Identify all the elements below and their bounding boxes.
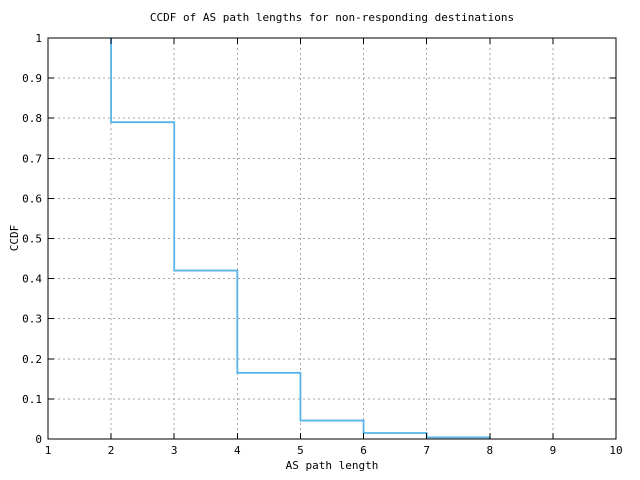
chart-title: CCDF of AS path lengths for non-respondi…: [149, 11, 515, 24]
x-tick-label: 3: [171, 444, 178, 457]
y-tick-label: 0.3: [22, 313, 42, 326]
y-tick-label: 0.1: [22, 393, 42, 406]
y-tick-label: 0.8: [22, 112, 42, 125]
x-tick-label: 8: [486, 444, 493, 457]
y-tick-label: 0.7: [22, 152, 42, 165]
x-axis-title: AS path length: [285, 459, 379, 472]
x-tick-label: 5: [297, 444, 304, 457]
y-tick-label: 0.9: [22, 72, 42, 85]
x-tick-label: 10: [609, 444, 622, 457]
x-tick-label: 7: [423, 444, 430, 457]
x-tick-label: 9: [550, 444, 557, 457]
y-tick-label: 0.4: [22, 273, 42, 286]
y-tick-label: 0: [35, 433, 42, 446]
y-tick-label: 0.5: [22, 233, 42, 246]
x-tick-label: 4: [234, 444, 241, 457]
y-tick-label: 0.2: [22, 353, 42, 366]
x-tick-label: 1: [45, 444, 52, 457]
y-tick-label: 0.6: [22, 192, 42, 205]
y-tick-label: 1: [35, 32, 42, 45]
x-tick-label: 2: [108, 444, 115, 457]
x-tick-label: 6: [360, 444, 367, 457]
